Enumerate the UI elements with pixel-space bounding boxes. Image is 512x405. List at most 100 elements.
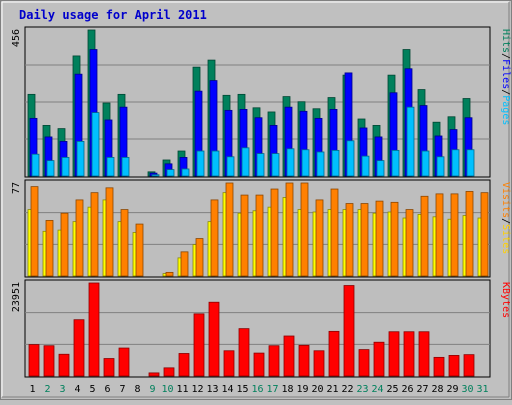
- pages-bar: [91, 112, 100, 177]
- hits-ymax-label: 456: [11, 29, 22, 47]
- visits-bar: [390, 201, 399, 277]
- day-label: 15: [236, 384, 248, 395]
- legend-visits: Visits: [500, 182, 511, 218]
- visits-bar: [450, 193, 459, 277]
- pages-bar: [181, 168, 190, 177]
- kbytes-bar: [193, 313, 205, 377]
- visits-bar: [75, 199, 84, 277]
- visits-bar: [105, 187, 114, 277]
- pages-bar: [346, 140, 355, 177]
- pages-bar: [436, 156, 445, 177]
- kbytes-bar: [223, 350, 235, 377]
- kbytes-ymax-label: 23951: [11, 282, 22, 312]
- visits-bar: [345, 203, 354, 277]
- kbytes-bar: [208, 301, 220, 377]
- kbytes-bar: [238, 328, 250, 377]
- day-label: 18: [281, 384, 293, 395]
- legend-hits: Hits: [500, 29, 511, 53]
- day-label: 30: [461, 384, 473, 395]
- day-label: 7: [119, 384, 125, 395]
- pages-bar: [421, 150, 430, 177]
- pages-bar: [406, 106, 415, 177]
- legend-separator: /: [500, 218, 511, 224]
- day-label: 5: [89, 384, 95, 395]
- visits-bar: [270, 188, 279, 277]
- kbytes-bar: [388, 331, 400, 377]
- day-label: 31: [476, 384, 488, 395]
- kbytes-bar: [28, 344, 40, 377]
- kbytes-bar: [58, 353, 70, 377]
- day-label: 27: [416, 384, 428, 395]
- kbytes-bar: [403, 331, 415, 377]
- kbytes-bar: [178, 353, 190, 377]
- pages-bar: [241, 147, 250, 177]
- pages-bar: [31, 153, 40, 177]
- visits-bar: [435, 193, 444, 277]
- visits-bar: [240, 194, 249, 277]
- legend-files: Files: [500, 59, 511, 89]
- kbytes-bar: [328, 330, 340, 377]
- day-label: 16: [251, 384, 263, 395]
- pages-bar: [76, 141, 85, 177]
- pages-bar: [211, 150, 220, 177]
- kbytes-bar: [283, 335, 295, 377]
- pages-bar: [226, 156, 235, 177]
- day-label: 23: [356, 384, 368, 395]
- pages-bar: [61, 157, 70, 177]
- day-label: 26: [401, 384, 413, 395]
- visits-bar: [315, 199, 324, 277]
- pages-bar: [166, 169, 175, 177]
- pages-bar: [271, 153, 280, 177]
- visits-bar: [300, 182, 309, 277]
- legend-kbytes-label: KBytes: [500, 282, 511, 318]
- day-label: 12: [191, 384, 203, 395]
- legend-hits-files-pages: Hits/Files/Pages: [500, 29, 511, 125]
- pages-bar: [196, 150, 205, 177]
- pages-bar: [451, 149, 460, 177]
- kbytes-bar: [268, 345, 280, 377]
- legend-pages: Pages: [500, 95, 511, 125]
- pages-bar: [301, 149, 310, 177]
- day-label: 2: [44, 384, 50, 395]
- visits-bar: [210, 199, 219, 277]
- pages-bar: [46, 160, 55, 177]
- day-label: 8: [134, 384, 140, 395]
- pages-bar: [361, 155, 370, 177]
- day-label: 21: [326, 384, 338, 395]
- day-label: 22: [341, 384, 353, 395]
- visits-bar: [180, 251, 189, 277]
- kbytes-bar: [148, 372, 160, 377]
- visits-bar: [285, 182, 294, 277]
- day-label: 9: [149, 384, 155, 395]
- kbytes-bar: [118, 347, 130, 377]
- day-label: 25: [386, 384, 398, 395]
- pages-bar: [376, 160, 385, 177]
- day-label: 29: [446, 384, 458, 395]
- pages-bar: [316, 151, 325, 177]
- pages-bar: [331, 149, 340, 177]
- visits-bar: [30, 186, 39, 277]
- pages-bar: [151, 174, 160, 177]
- day-label: 11: [176, 384, 188, 395]
- kbytes-bar: [358, 349, 370, 377]
- kbytes-bar: [103, 358, 115, 377]
- visits-bar: [120, 209, 129, 277]
- visits-bar: [45, 220, 54, 277]
- visits-bar: [225, 182, 234, 277]
- visits-bar: [195, 238, 204, 277]
- day-label: 14: [221, 384, 233, 395]
- day-label: 17: [266, 384, 278, 395]
- pages-bar: [106, 157, 115, 177]
- visits-bar: [165, 271, 174, 277]
- visits-bar: [360, 203, 369, 277]
- kbytes-bar: [433, 356, 445, 377]
- visits-bar: [330, 188, 339, 277]
- kbytes-bar: [418, 331, 430, 377]
- day-label: 6: [104, 384, 110, 395]
- kbytes-bar: [73, 319, 85, 377]
- day-label: 3: [59, 384, 65, 395]
- bars-layer: [27, 29, 489, 377]
- visits-bar: [255, 194, 264, 277]
